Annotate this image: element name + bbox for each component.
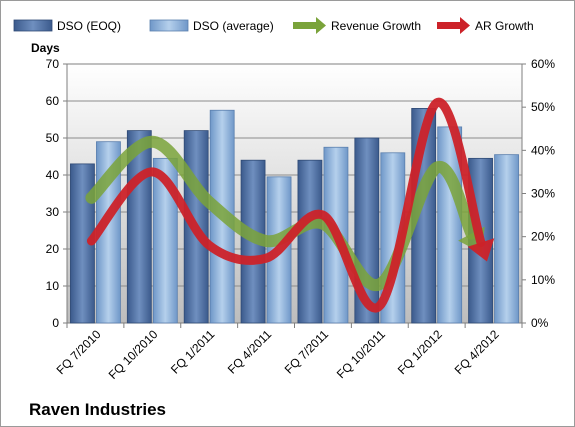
y-tick-label: 10 bbox=[46, 279, 60, 293]
legend-item-revenue-growth[interactable]: Revenue Growth bbox=[293, 17, 421, 34]
line-ar-growth bbox=[86, 98, 486, 313]
legend-swatch-dso-eoq bbox=[13, 19, 53, 32]
legend-item-dso-eoq[interactable]: DSO (EOQ) bbox=[13, 19, 121, 33]
x-tick-label: FQ 4/2012 bbox=[452, 327, 502, 377]
legend-item-dso-average[interactable]: DSO (average) bbox=[149, 19, 274, 33]
x-tick-label: FQ 1/2011 bbox=[168, 327, 218, 377]
y2-tick-label: 40% bbox=[531, 143, 555, 157]
x-tick-label: FQ 7/2010 bbox=[54, 327, 104, 377]
x-tick-label: FQ 1/2012 bbox=[395, 327, 445, 377]
y-tick-label: 40 bbox=[46, 168, 60, 182]
y-tick-label: 60 bbox=[46, 94, 60, 108]
legend-arrow-ar-growth-icon bbox=[437, 17, 470, 34]
x-tick-label: FQ 10/2011 bbox=[334, 327, 388, 381]
growth-series bbox=[85, 98, 495, 313]
y-tick-label: 50 bbox=[46, 131, 60, 145]
legend-label-revenue-growth: Revenue Growth bbox=[331, 19, 421, 33]
y2-tick-label: 0% bbox=[531, 316, 549, 330]
legend-swatch-dso-average bbox=[149, 19, 189, 32]
y-tick-label: 70 bbox=[46, 57, 60, 71]
y-tick-label: 0 bbox=[52, 316, 59, 330]
legend-label-dso-average: DSO (average) bbox=[193, 19, 274, 33]
y-tick-label: 20 bbox=[46, 242, 60, 256]
y2-tick-label: 20% bbox=[531, 230, 555, 244]
y2-tick-label: 60% bbox=[531, 57, 555, 71]
legend-arrow-revenue-growth-icon bbox=[293, 17, 326, 34]
x-axis: FQ 7/2010 FQ 10/2010 FQ 1/2011 FQ 4/2011 FQ … bbox=[54, 323, 523, 382]
y-axis-right: 0% 10% 20% 30% 40% 50% 60% bbox=[522, 57, 555, 330]
legend-label-ar-growth: AR Growth bbox=[475, 19, 534, 33]
y2-tick-label: 10% bbox=[531, 273, 555, 287]
bar-dso-average bbox=[494, 154, 519, 324]
y-axis-title: Days bbox=[31, 41, 60, 55]
bar-dso-eoq bbox=[126, 130, 152, 324]
bar-dso-eoq bbox=[297, 159, 323, 324]
legend-label-dso-eoq: DSO (EOQ) bbox=[57, 19, 121, 33]
y2-tick-label: 30% bbox=[531, 187, 555, 201]
x-tick-label: FQ 10/2010 bbox=[106, 327, 161, 382]
x-tick-label: FQ 4/2011 bbox=[225, 327, 275, 377]
legend: DSO (EOQ) DSO (average) Revenue Growth A… bbox=[13, 17, 534, 34]
arrowhead-ar-growth-icon bbox=[467, 238, 495, 262]
company-name: Raven Industries bbox=[29, 400, 166, 419]
y-axis-left: 0 10 20 30 40 50 60 70 bbox=[46, 57, 67, 330]
x-tick-label: FQ 7/2011 bbox=[282, 327, 332, 377]
y-tick-label: 30 bbox=[46, 205, 60, 219]
y2-tick-label: 50% bbox=[531, 100, 555, 114]
legend-item-ar-growth[interactable]: AR Growth bbox=[437, 17, 534, 34]
